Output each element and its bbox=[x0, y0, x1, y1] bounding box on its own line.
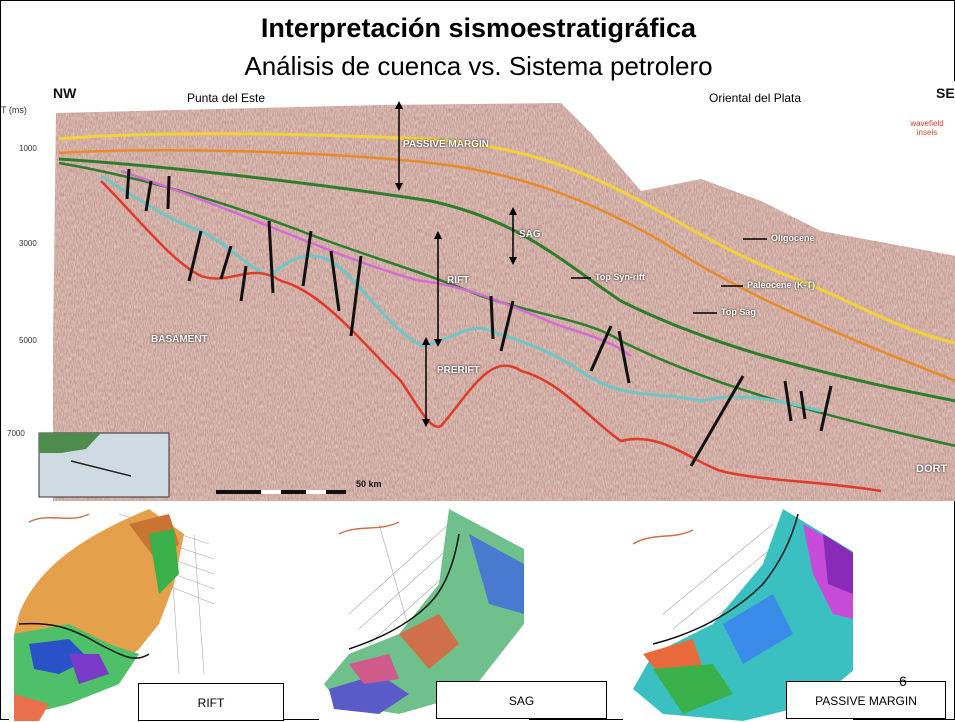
tick-1000: 1000 bbox=[19, 144, 37, 153]
label-oriental-del-plata: Oriental del Plata bbox=[709, 91, 802, 105]
tick-7000: 7000 bbox=[7, 429, 25, 438]
caption-sag: SAG bbox=[436, 681, 607, 719]
horizon-paleocene: Paleocene (K-T) bbox=[747, 280, 816, 290]
scale-bar-label: 50 km bbox=[356, 479, 382, 489]
slide-title: Interpretación sismoestratigráfica bbox=[260, 13, 697, 43]
page-number: 6 bbox=[899, 673, 907, 689]
corner-label-se: SE bbox=[936, 85, 954, 101]
horizon-top-synrift: Top Syn-rift bbox=[595, 272, 645, 282]
unit-basament: BASAMENT bbox=[151, 334, 208, 345]
horizon-top-sag: Top Sag bbox=[721, 307, 756, 317]
unit-prerift: PRERIFT bbox=[437, 365, 480, 376]
axis-unit: T (ms) bbox=[1, 105, 27, 115]
tick-5000: 5000 bbox=[19, 336, 37, 345]
passive-margin-map bbox=[623, 504, 853, 721]
label-punta-del-este: Punta del Este bbox=[187, 91, 266, 105]
corner-label-nw: NW bbox=[53, 85, 77, 101]
horizon-oligocene: Oligocene bbox=[771, 233, 815, 243]
caption-rift: RIFT bbox=[138, 683, 284, 721]
tick-3000: 3000 bbox=[19, 239, 37, 248]
caption-passive-margin: PASSIVE MARGIN bbox=[786, 681, 946, 719]
wavefield-logo: wavefield inseis bbox=[910, 119, 944, 137]
unit-rift: RIFT bbox=[447, 275, 470, 286]
partial-label-dort: DORT bbox=[916, 463, 948, 475]
unit-sag: SAG bbox=[519, 229, 541, 240]
unit-passive-margin: PASSIVE MARGIN bbox=[403, 139, 489, 150]
seismic-section bbox=[1, 81, 955, 501]
slide-subtitle: Análisis de cuenca vs. Sistema petrolero bbox=[244, 51, 713, 81]
